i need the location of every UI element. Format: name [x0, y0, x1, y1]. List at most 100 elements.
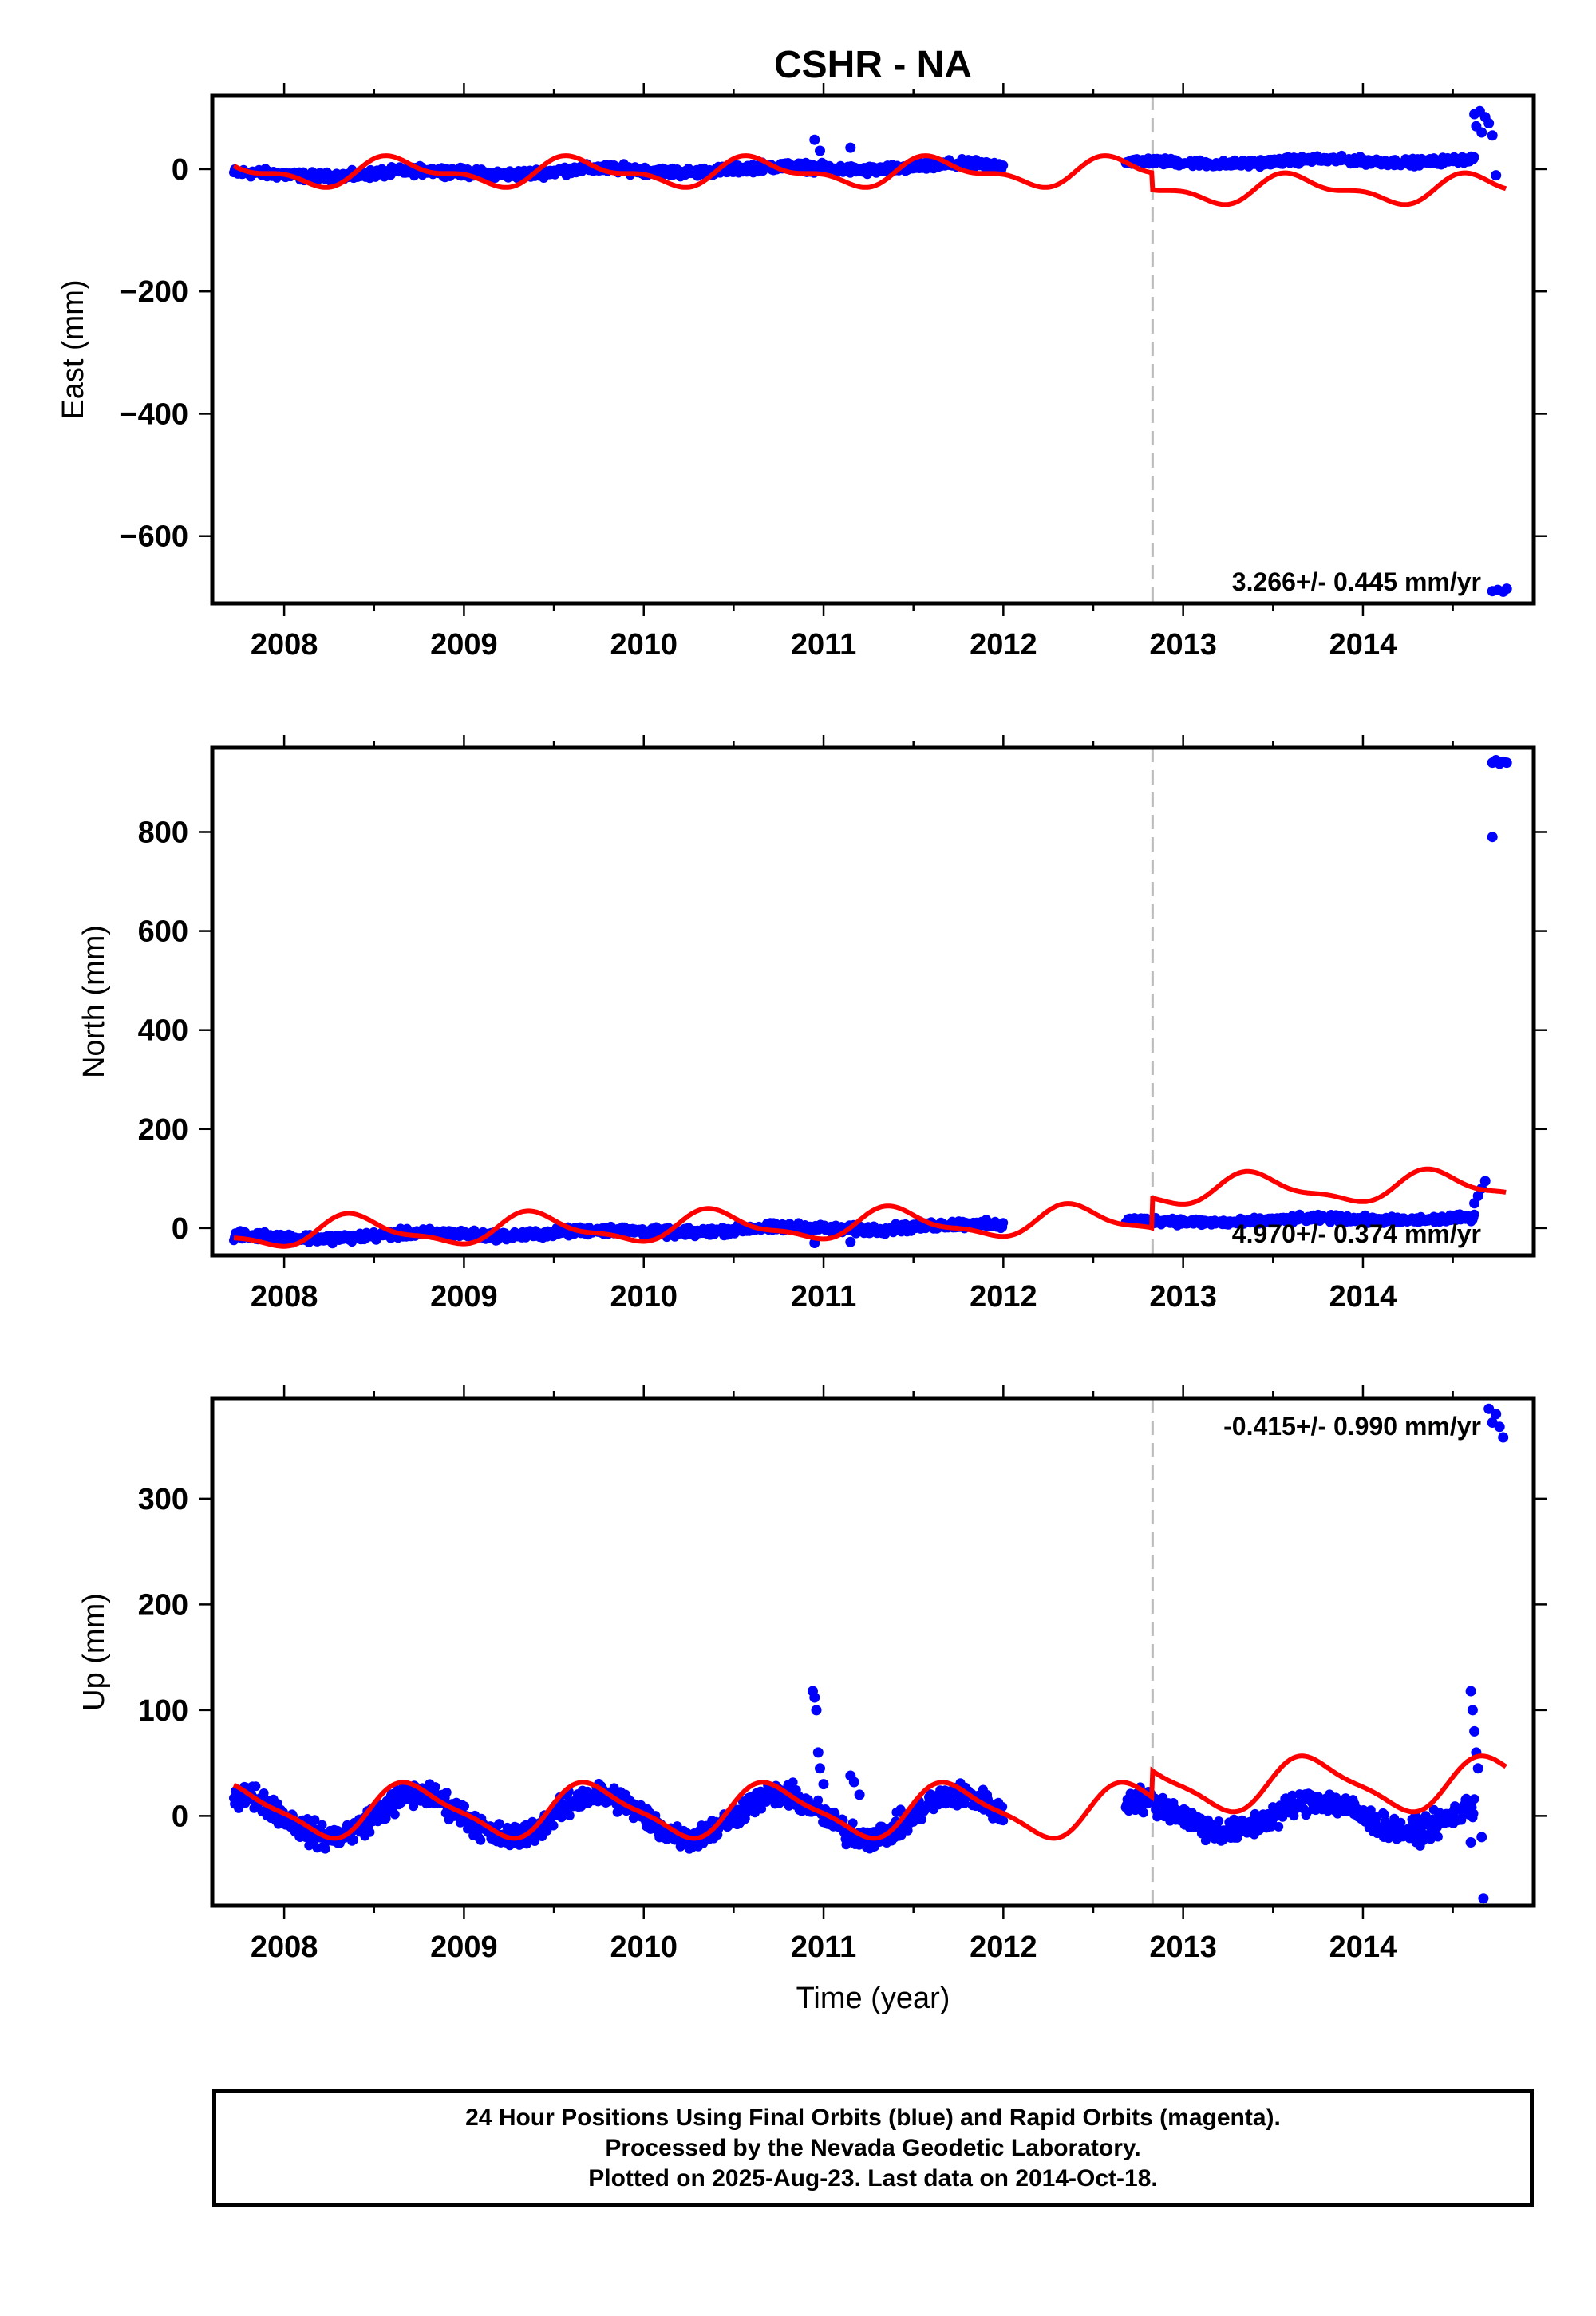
- outlier-point: [1465, 1837, 1476, 1848]
- data-point: [564, 1811, 575, 1820]
- y-tick-label: −400: [120, 397, 188, 431]
- outlier-point: [1483, 118, 1495, 128]
- y-tick-label: −600: [120, 520, 188, 554]
- outlier-point: [1501, 757, 1512, 769]
- data-point: [1287, 1790, 1298, 1800]
- x-tick-label: 2011: [791, 1280, 856, 1314]
- x-tick-label: 2014: [1329, 1280, 1397, 1314]
- outlier-point: [845, 1236, 856, 1247]
- data-point: [998, 1816, 1009, 1826]
- outlier-point: [815, 1763, 825, 1774]
- outlier-point: [1487, 130, 1498, 141]
- outlier-point: [809, 134, 820, 145]
- outlier-point: [1476, 1832, 1487, 1843]
- data-point: [365, 1827, 375, 1837]
- data-point: [998, 160, 1009, 171]
- outlier-point: [1494, 1421, 1505, 1433]
- outlier-point: [1469, 1725, 1480, 1737]
- outlier-point: [1498, 1432, 1509, 1443]
- model-curve: [232, 1753, 1507, 1841]
- panel-up: 2008 2009 2010 2011 2012 2013 2014 0 100 200 300 Up…: [77, 1385, 1547, 1964]
- y-tick-label: −200: [120, 275, 188, 309]
- x-tick-label: 2012: [970, 1931, 1037, 1964]
- y-tick-label: 0: [172, 153, 188, 187]
- data-point: [259, 1788, 269, 1798]
- outlier-point: [1467, 1705, 1478, 1716]
- velocity-label: 3.266+/- 0.445 mm/yr: [1232, 567, 1481, 596]
- data-point: [1432, 1832, 1443, 1842]
- data-point: [251, 1781, 261, 1792]
- y-axis-label: North (mm): [77, 925, 111, 1078]
- outlier-point: [1476, 127, 1487, 138]
- plot-frame: [210, 745, 1536, 1258]
- x-tick-label: 2009: [430, 1280, 498, 1314]
- footer-line-2: Processed by the Nevada Geodetic Laborat…: [605, 2135, 1141, 2161]
- x-tick-label: 2013: [1149, 1931, 1217, 1964]
- panel-east: 2008 2009 2010 2011 2012 2013 2014 0 −200 −400 −60…: [57, 83, 1547, 662]
- model-curve: [232, 153, 1507, 207]
- x-tick-label: 2013: [1149, 628, 1217, 662]
- x-tick-label: 2012: [970, 628, 1037, 662]
- x-tick-label: 2014: [1329, 1931, 1397, 1964]
- plot-frame: [210, 93, 1536, 606]
- data-point: [476, 1835, 486, 1845]
- outlier-point: [809, 1692, 820, 1703]
- outlier-point: [854, 1789, 865, 1800]
- y-axis-label: East (mm): [57, 279, 90, 419]
- data-point: [441, 1788, 452, 1797]
- y-tick-label: 200: [138, 1113, 188, 1147]
- y-tick-label: 800: [138, 816, 188, 849]
- footer-line-3: Plotted on 2025-Aug-23. Last data on 201…: [588, 2165, 1158, 2192]
- data-point: [234, 1803, 244, 1813]
- x-tick-label: 2010: [610, 1931, 678, 1964]
- data-point: [1214, 1816, 1224, 1826]
- outlier-point: [1478, 1893, 1489, 1904]
- data-point: [916, 1814, 926, 1824]
- outlier-point: [815, 145, 825, 156]
- x-tick-label: 2011: [791, 628, 856, 662]
- data-point: [1469, 1794, 1479, 1804]
- data-point: [460, 1801, 469, 1812]
- data-point: [1138, 1808, 1148, 1818]
- x-tick-label: 2009: [430, 1931, 498, 1964]
- data-point: [1274, 1821, 1284, 1832]
- x-tick-label: 2010: [610, 1280, 678, 1314]
- outlier-point: [1501, 583, 1512, 595]
- y-axis-label: Up (mm): [77, 1593, 111, 1711]
- outlier-point: [1491, 1409, 1502, 1420]
- velocity-label: -0.415+/- 0.990 mm/yr: [1223, 1412, 1481, 1441]
- y-tick-label: 100: [138, 1694, 188, 1728]
- outlier-point: [1479, 1176, 1491, 1187]
- data-point: [998, 1218, 1009, 1228]
- x-tick-label: 2011: [791, 1931, 856, 1964]
- data-point: [1365, 1805, 1376, 1816]
- outlier-point: [1465, 1686, 1476, 1697]
- data-point: [1469, 1209, 1479, 1219]
- plot-frame: [210, 1396, 1536, 1908]
- velocity-label: 4.970+/- 0.374 mm/yr: [1232, 1219, 1481, 1248]
- x-tick-label: 2008: [251, 628, 318, 662]
- outlier-point: [818, 1779, 829, 1790]
- model-curve: [233, 1166, 1507, 1249]
- y-tick-label: 600: [138, 915, 188, 949]
- data-point: [389, 1809, 400, 1820]
- chart-title: CSHR - NA: [774, 44, 972, 86]
- data-point: [998, 1802, 1008, 1812]
- y-tick-label: 200: [138, 1588, 188, 1622]
- x-axis-label: Time (year): [796, 1982, 950, 2015]
- y-tick-label: 0: [172, 1800, 188, 1833]
- x-tick-label: 2010: [610, 628, 678, 662]
- x-tick-label: 2009: [430, 628, 498, 662]
- data-point: [788, 1777, 798, 1788]
- outlier-point: [1487, 832, 1498, 843]
- data-points: [229, 755, 1512, 1249]
- data-points: [229, 1403, 1509, 1904]
- data-point: [903, 1825, 913, 1836]
- data-point: [1380, 1809, 1389, 1820]
- x-tick-label: 2008: [251, 1931, 318, 1964]
- data-point: [310, 1815, 320, 1825]
- data-point: [1396, 1817, 1406, 1828]
- outlier-point: [1483, 1403, 1495, 1414]
- data-point: [1468, 1808, 1479, 1819]
